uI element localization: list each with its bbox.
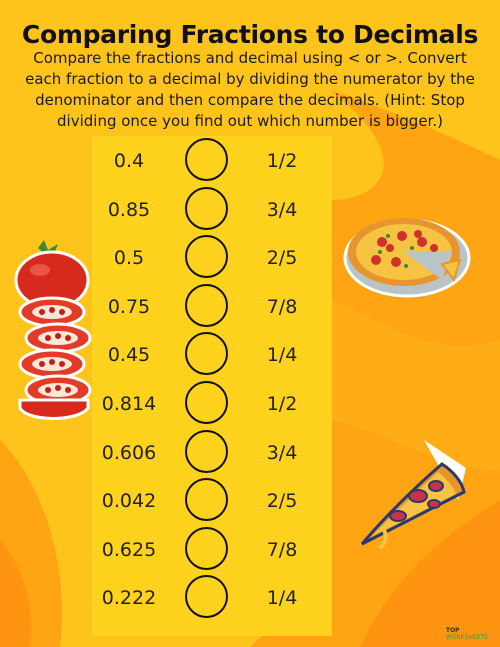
fraction-value: 1/4 [266, 587, 298, 610]
comparison-row: 0.606 3/4 [0, 428, 500, 477]
fraction-value: 1/4 [266, 344, 298, 367]
decimal-value: 0.606 [101, 441, 157, 464]
page-title: Comparing Fractions to Decimals [21, 20, 479, 49]
comparison-list: 0.4 1/2 0.85 3/4 0.5 2/5 0.75 7/8 0.45 1… [0, 136, 500, 622]
decimal-value: 0.222 [101, 587, 157, 610]
fraction-value: 7/8 [266, 295, 298, 318]
brand-line-1: TOP [445, 627, 460, 634]
answer-circle[interactable] [185, 478, 228, 522]
fraction-value: 7/8 [266, 538, 298, 561]
comparison-row: 0.042 2/5 [0, 476, 500, 525]
pizza-pie-icon [343, 218, 471, 298]
comparison-row: 0.45 1/4 [0, 330, 500, 379]
answer-circle[interactable] [185, 575, 228, 619]
pizza-slice-icon [360, 440, 466, 550]
decimal-value: 0.5 [113, 247, 145, 270]
brand-logo: TOP WORKSHEETS [446, 627, 488, 641]
decimal-value: 0.042 [101, 490, 157, 513]
brand-line-2: WORKSHEETS [445, 634, 488, 641]
answer-circle[interactable] [185, 138, 228, 181]
comparison-row: 0.222 1/4 [0, 573, 500, 622]
comparison-row: 0.625 7/8 [0, 525, 500, 574]
decimal-value: 0.625 [101, 538, 157, 561]
decimal-value: 0.85 [107, 198, 151, 221]
answer-circle[interactable] [185, 283, 228, 327]
decimal-value: 0.4 [113, 150, 145, 172]
answer-circle[interactable] [185, 526, 228, 570]
comparison-row: 0.75 7/8 [0, 282, 500, 331]
fraction-value: 3/4 [266, 441, 298, 464]
answer-circle[interactable] [185, 380, 228, 424]
fraction-value: 3/4 [266, 198, 298, 221]
decimal-value: 0.75 [107, 295, 151, 318]
answer-circle[interactable] [185, 429, 228, 473]
tomato-icon [14, 240, 92, 420]
comparison-row: 0.814 1/2 [0, 379, 500, 428]
fraction-value: 1/2 [266, 392, 298, 415]
decimal-value: 0.45 [107, 344, 151, 367]
instructions-text: Compare the fractions and decimal using … [25, 49, 475, 130]
answer-circle[interactable] [185, 235, 228, 279]
comparison-row: 0.5 2/5 [0, 233, 500, 282]
answer-circle[interactable] [185, 332, 228, 376]
answer-circle[interactable] [185, 186, 228, 230]
fraction-value: 2/5 [266, 490, 298, 513]
fraction-value: 1/2 [266, 150, 298, 172]
decimal-value: 0.814 [101, 392, 157, 415]
comparison-row: 0.4 1/2 [0, 136, 500, 185]
fraction-value: 2/5 [266, 247, 298, 270]
comparison-row: 0.85 3/4 [0, 185, 500, 234]
